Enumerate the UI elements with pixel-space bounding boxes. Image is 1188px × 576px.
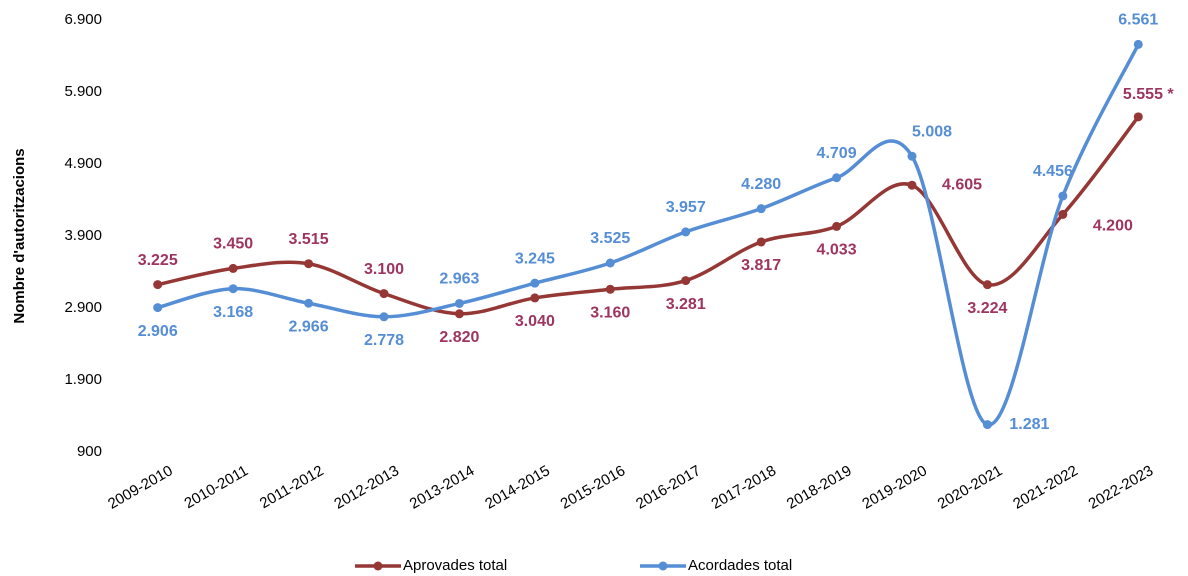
point-marker xyxy=(605,284,615,294)
x-tick-label: 2017-2018 xyxy=(709,462,780,513)
data-label: 3.160 xyxy=(590,304,630,321)
x-tick-label: 2013-2014 xyxy=(407,462,478,513)
point-marker xyxy=(153,303,163,313)
x-tick-label: 2015-2016 xyxy=(558,462,629,513)
point-marker xyxy=(756,237,766,247)
y-tick-label: 2.900 xyxy=(64,299,102,316)
legend-marker xyxy=(373,561,383,571)
y-axis-label: Nombre d'autoritzacions xyxy=(11,148,28,323)
x-tick-label: 2014-2015 xyxy=(482,462,553,513)
point-marker xyxy=(228,263,238,273)
point-marker xyxy=(756,204,766,214)
x-tick-label: 2011-2012 xyxy=(257,462,327,512)
x-tick-label: 2018-2019 xyxy=(784,462,855,513)
point-marker xyxy=(907,180,917,190)
data-label: 4.456 xyxy=(1033,163,1073,180)
data-label: 5.555 * xyxy=(1123,86,1174,103)
series-line xyxy=(157,43,1140,427)
data-label: 3.168 xyxy=(213,304,253,321)
data-label: 3.525 xyxy=(590,230,630,247)
point-marker xyxy=(681,276,691,286)
point-marker xyxy=(379,312,389,322)
x-tick-label: 2012-2013 xyxy=(331,462,402,513)
legend-label: Acordades total xyxy=(688,557,792,574)
data-label: 3.224 xyxy=(967,300,1007,317)
data-label: 3.245 xyxy=(515,250,555,267)
point-marker xyxy=(832,221,842,231)
point-marker xyxy=(1058,191,1068,201)
point-marker xyxy=(379,289,389,299)
data-label: 3.515 xyxy=(289,231,329,248)
data-label: 4.709 xyxy=(817,145,857,162)
x-tick-label: 2022-2023 xyxy=(1086,462,1157,513)
point-marker xyxy=(1133,39,1143,49)
point-marker xyxy=(153,280,163,290)
point-marker xyxy=(605,258,615,268)
data-label: 2.966 xyxy=(289,318,329,335)
y-tick-label: 1.900 xyxy=(64,371,102,388)
data-label: 2.820 xyxy=(439,329,479,346)
x-tick-label: 2021-2022 xyxy=(1010,462,1081,513)
data-label: 6.561 xyxy=(1118,12,1158,29)
x-tick-label: 2019-2020 xyxy=(859,462,930,513)
point-marker xyxy=(228,284,238,294)
point-marker xyxy=(907,151,917,161)
legend-marker xyxy=(658,561,668,571)
x-tick-label: 2020-2021 xyxy=(935,462,1006,513)
point-marker xyxy=(681,227,691,237)
data-label: 4.605 xyxy=(942,176,982,193)
data-label: 3.040 xyxy=(515,313,555,330)
legend-label: Aprovades total xyxy=(403,557,507,574)
data-label: 1.281 xyxy=(1009,416,1049,433)
point-marker xyxy=(530,293,540,303)
y-tick-label: 5.900 xyxy=(64,83,102,100)
data-label: 3.225 xyxy=(138,252,178,269)
y-tick-label: 4.900 xyxy=(64,155,102,172)
x-tick-label: 2009-2010 xyxy=(105,462,176,513)
point-marker xyxy=(982,420,992,430)
point-marker xyxy=(530,278,540,288)
point-marker xyxy=(982,280,992,290)
data-label: 5.008 xyxy=(912,123,952,140)
data-label: 4.280 xyxy=(741,176,781,193)
data-label: 3.957 xyxy=(666,199,706,216)
data-label: 2.778 xyxy=(364,332,404,349)
data-label: 4.033 xyxy=(817,242,857,259)
point-marker xyxy=(832,173,842,183)
point-marker xyxy=(1058,209,1068,219)
data-label: 2.963 xyxy=(439,271,479,288)
data-label: 3.281 xyxy=(666,296,706,313)
x-tick-label: 2010-2011 xyxy=(181,462,251,512)
point-marker xyxy=(304,298,314,308)
y-tick-label: 3.900 xyxy=(64,227,102,244)
data-label: 2.906 xyxy=(138,323,178,340)
point-marker xyxy=(454,309,464,319)
point-marker xyxy=(1133,112,1143,122)
y-tick-label: 900 xyxy=(77,443,102,460)
data-label: 4.200 xyxy=(1093,218,1133,235)
point-marker xyxy=(454,298,464,308)
data-label: 3.450 xyxy=(213,236,253,253)
x-tick-label: 2016-2017 xyxy=(633,462,704,513)
data-label: 3.817 xyxy=(741,257,781,274)
y-tick-label: 6.900 xyxy=(64,11,102,28)
data-label: 3.100 xyxy=(364,261,404,278)
point-marker xyxy=(304,259,314,269)
